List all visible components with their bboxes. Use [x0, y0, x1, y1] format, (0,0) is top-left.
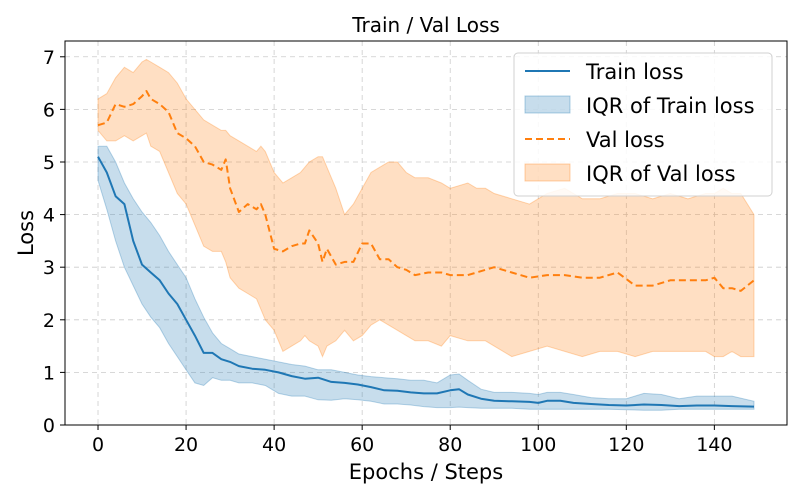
x-tick-label: 120: [608, 434, 644, 456]
val-loss-line: [97, 90, 755, 292]
legend-train-iqr: IQR of Train loss: [586, 94, 755, 118]
y-tick-label: 1: [43, 362, 55, 384]
legend-val-iqr: IQR of Val loss: [586, 162, 736, 186]
x-axis-ticks: 0 20 40 60 80 100 120 140: [92, 425, 732, 456]
x-tick-label: 40: [262, 434, 286, 456]
x-tick-label: 60: [350, 434, 374, 456]
legend: Train loss IQR of Train loss Val loss IQ…: [513, 52, 773, 197]
x-axis-label: Epochs / Steps: [349, 460, 503, 484]
y-tick-label: 4: [43, 205, 55, 227]
x-tick-label: 0: [92, 434, 104, 456]
legend-val-iqr-swatch: [524, 163, 571, 182]
y-tick-label: 0: [43, 415, 55, 437]
loss-lines: [97, 90, 755, 408]
x-tick-label: 20: [174, 434, 198, 456]
iqr-bands: [97, 58, 755, 411]
legend-train-iqr-swatch: [524, 95, 571, 114]
val-iqr-band: [97, 58, 755, 358]
legend-val-loss: Val loss: [586, 128, 665, 152]
legend-box: [513, 52, 773, 197]
y-tick-label: 3: [43, 257, 55, 279]
x-tick-label: 140: [696, 434, 732, 456]
y-axis-ticks: 0 1 2 3 4 5 6 7: [43, 47, 65, 437]
chart-title: Train / Val Loss: [351, 13, 500, 37]
train-loss-line: [97, 156, 755, 408]
y-axis-label: Loss: [14, 210, 38, 256]
train-iqr-band: [97, 145, 755, 411]
plot-frame: [64, 40, 788, 426]
legend-train-loss: Train loss: [585, 60, 684, 84]
y-tick-label: 2: [43, 310, 55, 332]
y-tick-label: 7: [43, 47, 55, 69]
x-tick-label: 80: [438, 434, 462, 456]
y-tick-label: 6: [43, 99, 55, 121]
x-tick-label: 100: [520, 434, 556, 456]
y-tick-label: 5: [43, 152, 55, 174]
